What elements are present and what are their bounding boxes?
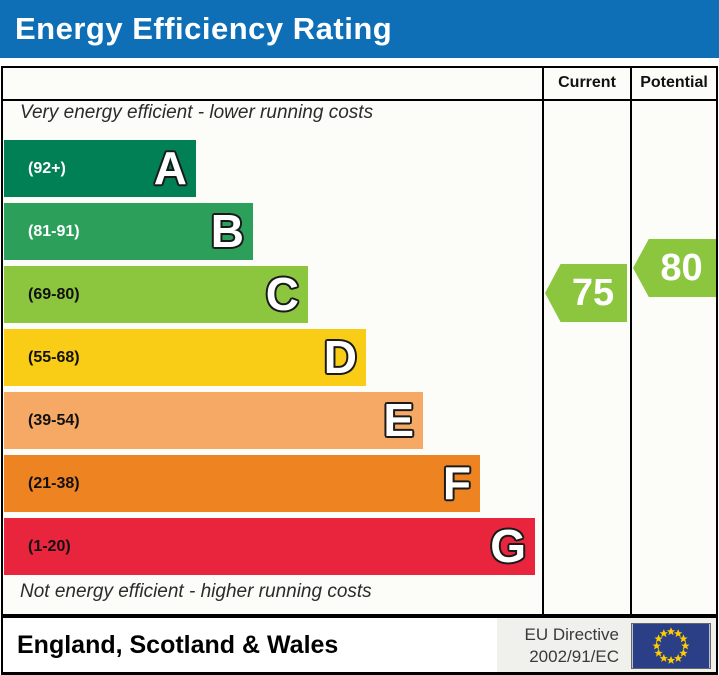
epc-band-d: (55-68) D — [4, 329, 366, 386]
band-letter: C — [265, 268, 299, 320]
caption-not-efficient: Not energy efficient - higher running co… — [20, 581, 372, 602]
band-letter: D — [323, 331, 357, 383]
epc-band-a: (92+) A — [4, 140, 196, 197]
band-range-label: (21-38) — [28, 475, 80, 492]
epc-band-e: (39-54) E — [4, 392, 423, 449]
band-letter: F — [442, 457, 471, 509]
band-range-label: (81-91) — [28, 223, 80, 240]
column-divider-chart-current — [542, 68, 544, 614]
band-letter: E — [383, 394, 414, 446]
epc-band-g: (1-20) G — [4, 518, 535, 575]
potential-rating-arrow: 80 — [633, 239, 716, 297]
epc-rating-table: Current Potential Very energy efficient … — [1, 66, 718, 616]
band-range-label: (92+) — [28, 160, 66, 177]
current-rating-arrow: 75 — [545, 264, 627, 322]
eu-directive-label: EU Directive 2002/91/EC — [525, 624, 619, 668]
epc-band-c: (69-80) C — [4, 266, 308, 323]
caption-very-efficient: Very energy efficient - lower running co… — [20, 102, 374, 123]
band-letter: B — [210, 205, 244, 257]
header-separator — [3, 99, 716, 101]
column-divider-current-potential — [630, 68, 632, 614]
page-title: Energy Efficiency Rating — [0, 0, 719, 58]
band-range-label: (55-68) — [28, 349, 80, 366]
column-header-current: Current — [558, 74, 616, 91]
eu-directive-line1: EU Directive — [524, 625, 619, 644]
eu-directive-line2: 2002/91/EC — [529, 647, 619, 666]
band-letter: G — [490, 520, 526, 572]
band-range-label: (39-54) — [28, 412, 80, 429]
footer-region-label: England, Scotland & Wales — [17, 631, 339, 659]
footer-bar: England, Scotland & Wales EU Directive 2… — [1, 616, 718, 675]
current-rating-value: 75 — [571, 272, 615, 314]
potential-rating-value: 80 — [660, 247, 703, 289]
band-range-label: (1-20) — [28, 538, 71, 555]
band-letter: A — [153, 142, 187, 194]
epc-band-f: (21-38) F — [4, 455, 480, 512]
epc-band-b: (81-91) B — [4, 203, 253, 260]
eu-flag-icon — [631, 623, 711, 669]
band-range-label: (69-80) — [28, 286, 80, 303]
column-header-potential: Potential — [640, 74, 708, 91]
